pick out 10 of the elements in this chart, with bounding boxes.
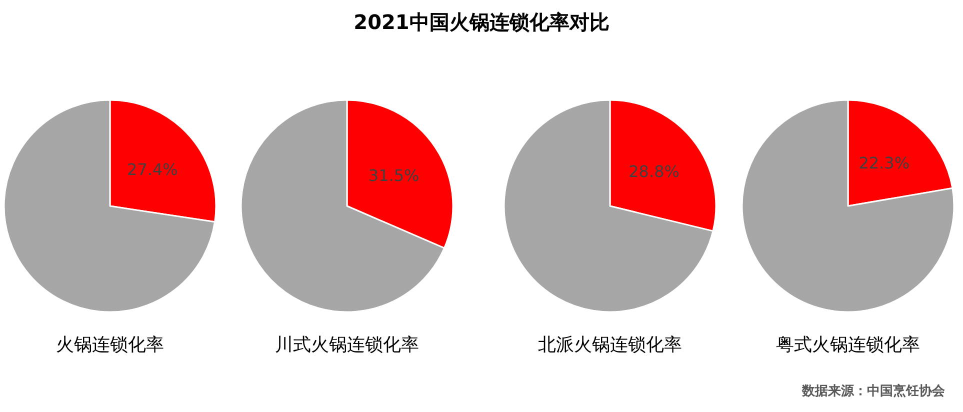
text: 北派火锅连锁化率 xyxy=(538,334,682,356)
data-label: 31.5% xyxy=(368,166,420,185)
source-note: 数据来源：中国烹饪协会 xyxy=(801,383,946,399)
data-label: 28.8% xyxy=(628,162,680,181)
text: 2021中国火锅连锁化率对比 xyxy=(354,10,610,34)
data-label: 22.3% xyxy=(858,154,910,173)
text: 川式火锅连锁化率 xyxy=(275,334,419,356)
text: 火锅连锁化率 xyxy=(56,334,164,356)
data-label: 27.4% xyxy=(127,160,178,179)
text: 粤式火锅连锁化率 xyxy=(776,334,920,356)
